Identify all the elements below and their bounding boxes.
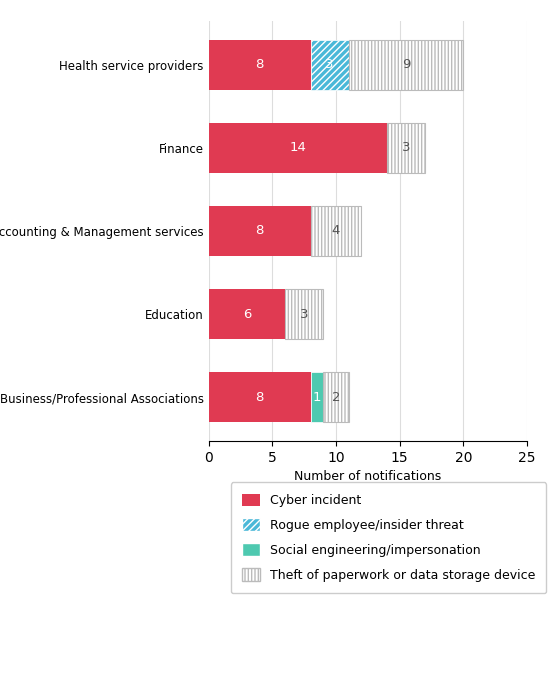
Bar bbox=[209, 123, 387, 173]
Bar bbox=[387, 123, 425, 173]
Text: 6: 6 bbox=[243, 307, 251, 321]
Text: 3: 3 bbox=[402, 141, 410, 155]
Bar bbox=[349, 40, 463, 90]
Bar bbox=[209, 289, 285, 339]
Bar bbox=[311, 372, 323, 422]
Text: 14: 14 bbox=[289, 141, 306, 155]
Legend: Cyber incident, Rogue employee/insider threat, Social engineering/impersonation,: Cyber incident, Rogue employee/insider t… bbox=[231, 482, 546, 593]
Text: 9: 9 bbox=[402, 59, 410, 71]
Bar bbox=[323, 372, 349, 422]
X-axis label: Number of notifications: Number of notifications bbox=[294, 470, 441, 483]
Bar bbox=[209, 206, 311, 256]
Bar bbox=[209, 372, 311, 422]
Text: 1: 1 bbox=[312, 391, 321, 403]
Bar bbox=[209, 40, 311, 90]
Text: 8: 8 bbox=[255, 225, 264, 237]
Text: 2: 2 bbox=[332, 391, 340, 403]
Text: 8: 8 bbox=[255, 391, 264, 403]
Text: 3: 3 bbox=[326, 59, 334, 71]
Text: 8: 8 bbox=[255, 59, 264, 71]
Text: 4: 4 bbox=[332, 225, 340, 237]
Bar bbox=[285, 289, 323, 339]
Text: 3: 3 bbox=[300, 307, 309, 321]
Bar bbox=[311, 40, 349, 90]
Bar bbox=[311, 206, 361, 256]
